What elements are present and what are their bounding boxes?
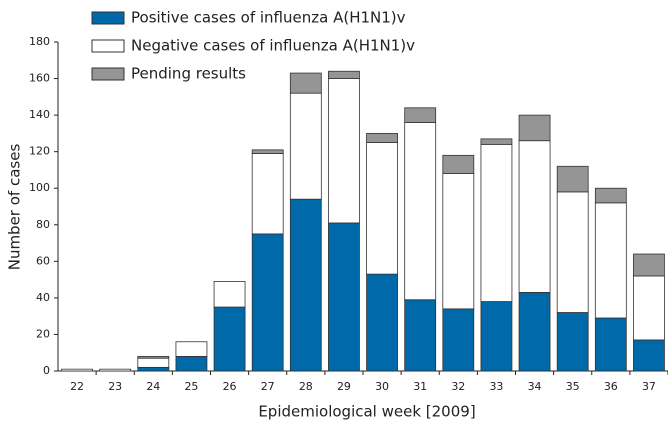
legend-text: Negative cases of influenza A(H1N1)v [131, 37, 415, 55]
legend-text: Positive cases of influenza A(H1N1)v [131, 9, 406, 27]
bar-segment [251, 153, 284, 235]
x-tick-label: 27 [261, 380, 275, 393]
x-tick-label: 26 [223, 380, 237, 393]
x-tick-label: 35 [566, 380, 580, 393]
y-tick-label: 180 [29, 35, 50, 48]
bar-segment [366, 132, 398, 143]
bar-segment [137, 355, 170, 359]
bar-segment [366, 273, 398, 372]
bar-segment [99, 368, 132, 372]
bar-segment [594, 317, 627, 372]
y-tick-label: 100 [29, 181, 50, 194]
bar-segment [61, 368, 93, 372]
bar-segment [556, 165, 589, 193]
legend-swatch [91, 67, 125, 81]
bar-segment [442, 154, 475, 174]
bar-segment [366, 142, 398, 275]
y-axis-title: Number of cases [6, 144, 24, 271]
y-tick-label: 160 [29, 72, 50, 85]
bar-segment [556, 312, 589, 372]
x-tick-label: 24 [146, 380, 160, 393]
x-tick-label: 34 [528, 380, 542, 393]
bar-segment [480, 143, 513, 302]
y-tick-label: 140 [29, 108, 50, 121]
bar-segment [137, 357, 170, 368]
y-tick-label: 0 [43, 364, 50, 377]
y-tick-label: 60 [36, 254, 50, 267]
bar-segment [251, 233, 284, 372]
bar-segment [633, 339, 665, 372]
y-tick-label: 40 [36, 291, 50, 304]
bar-segment [556, 191, 589, 313]
bar-segment [213, 281, 246, 308]
bar-segment [328, 78, 360, 224]
y-tick-label: 80 [36, 218, 50, 231]
bar-segment [633, 253, 665, 277]
bar-segment [518, 292, 551, 372]
x-tick-label: 22 [70, 380, 84, 393]
bar-segment [328, 70, 360, 79]
x-tick-label: 30 [375, 380, 389, 393]
bar-segment [137, 366, 170, 372]
bar-segment [404, 122, 437, 301]
x-tick-label: 28 [299, 380, 313, 393]
legend-text: Pending results [131, 65, 246, 83]
bar-segment [175, 341, 208, 357]
bar-segment [251, 149, 284, 154]
bar-segment [213, 306, 246, 372]
legend-swatch [91, 11, 125, 25]
legend-swatch [91, 39, 125, 53]
bar-segment [442, 173, 475, 310]
bar-segment [175, 355, 208, 372]
bar-segment [633, 275, 665, 341]
x-tick-label: 32 [451, 380, 465, 393]
x-tick-label: 37 [642, 380, 656, 393]
x-tick-label: 23 [108, 380, 122, 393]
bar-segment [480, 301, 513, 372]
bar-segment [404, 299, 437, 372]
bar-segment [328, 222, 360, 372]
bar-segment [518, 140, 551, 293]
bar-segment [289, 198, 322, 372]
bar-segment [480, 138, 513, 145]
bar-segment [289, 92, 322, 200]
y-tick-label: 20 [36, 327, 50, 340]
x-axis-title: Epidemiological week [2009] [258, 403, 475, 421]
x-tick-label: 29 [337, 380, 351, 393]
x-tick-label: 31 [413, 380, 427, 393]
x-tick-label: 25 [184, 380, 198, 393]
bar-segment [518, 114, 551, 142]
bar-segment [404, 107, 437, 123]
x-tick-label: 36 [604, 380, 618, 393]
bar-segment [442, 308, 475, 372]
bar-segment [594, 187, 627, 204]
x-tick-label: 33 [489, 380, 503, 393]
bar-segment [289, 72, 322, 94]
bar-segment [594, 202, 627, 319]
y-tick-label: 120 [29, 145, 50, 158]
